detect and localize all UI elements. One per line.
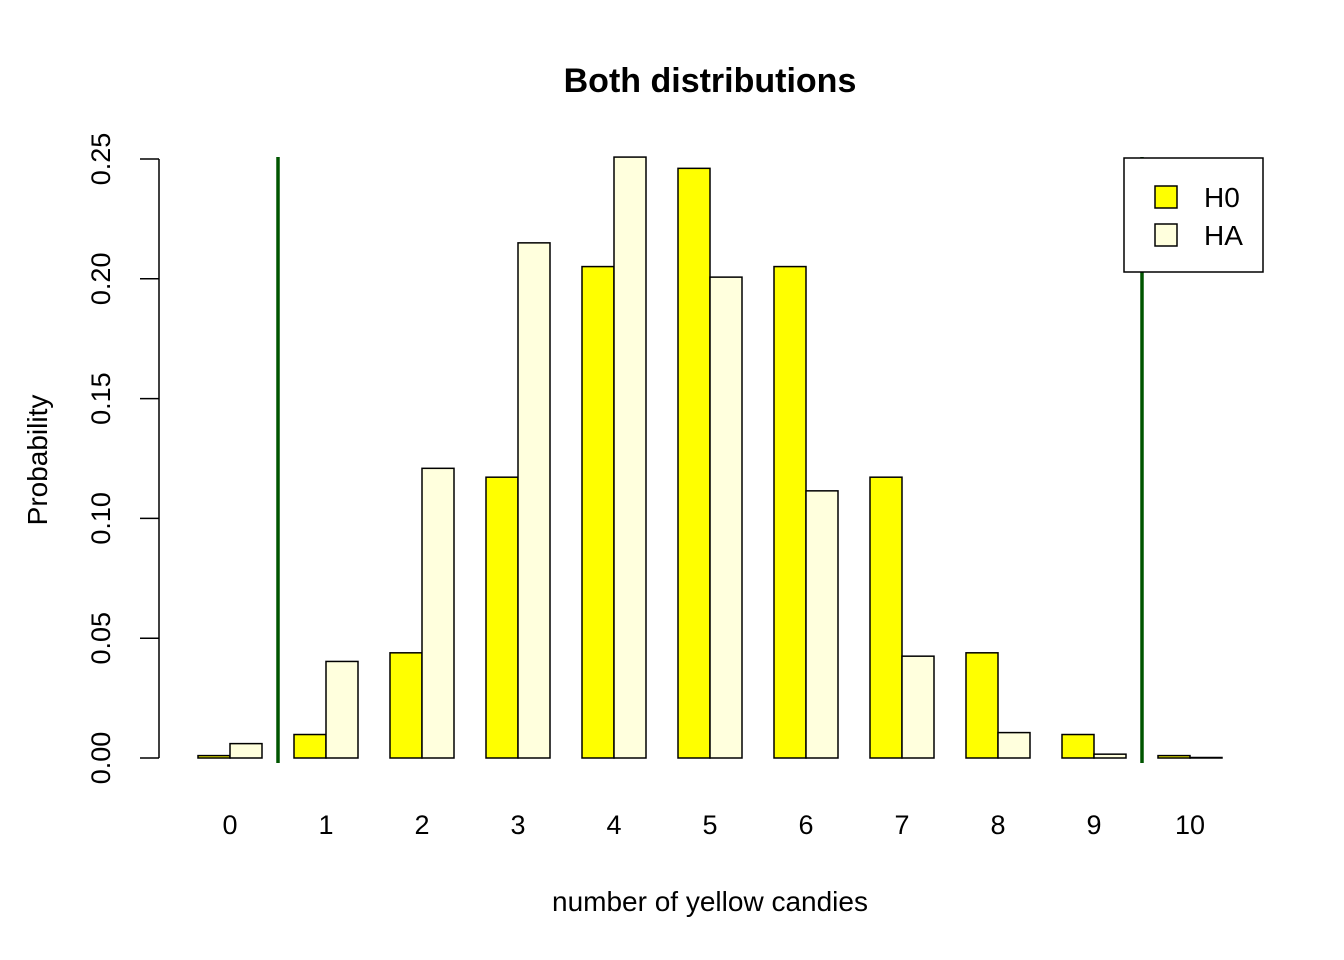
bars — [197, 156, 1223, 759]
bar-ha-10 — [1189, 756, 1223, 759]
x-tick-label: 0 — [222, 810, 237, 840]
bar-ha-7 — [901, 655, 935, 759]
x-tick-label: 3 — [510, 810, 525, 840]
bar-ha-8 — [997, 731, 1031, 759]
y-tick-label: 0.15 — [86, 372, 116, 425]
x-tick-label: 2 — [414, 810, 429, 840]
bar-h0-5 — [677, 167, 711, 759]
y-tick-label: 0.05 — [86, 612, 116, 665]
x-tick-label: 4 — [606, 810, 621, 840]
x-axis-label: number of yellow candies — [552, 886, 868, 917]
legend-label-ha: HA — [1204, 220, 1243, 251]
legend-label-h0: H0 — [1204, 182, 1240, 213]
y-tick-label: 0.00 — [86, 732, 116, 785]
legend-swatch-h0 — [1154, 185, 1178, 209]
bar-h0-4 — [581, 265, 615, 759]
bar-ha-6 — [805, 490, 839, 759]
x-tick-label: 7 — [894, 810, 909, 840]
x-tick-label: 1 — [318, 810, 333, 840]
x-tick-label: 5 — [702, 810, 717, 840]
bar-ha-5 — [709, 276, 743, 759]
x-tick-label: 8 — [990, 810, 1005, 840]
legend-box — [1123, 157, 1264, 273]
x-tick-label: 6 — [798, 810, 813, 840]
x-tick-label: 10 — [1175, 810, 1205, 840]
chart-title: Both distributions — [564, 62, 857, 100]
bar-h0-0 — [197, 754, 231, 759]
bar-h0-1 — [293, 733, 327, 759]
bar-ha-4 — [613, 156, 647, 759]
bar-h0-10 — [1157, 754, 1191, 759]
bar-h0-3 — [485, 476, 519, 759]
y-axis-label: Probability — [22, 395, 53, 526]
bar-ha-2 — [421, 467, 455, 759]
y-tick-label: 0.10 — [86, 492, 116, 545]
bar-ha-1 — [325, 660, 359, 759]
y-axis: 0.00 0.05 0.10 0.15 0.20 0.25 — [86, 133, 160, 785]
bar-h0-6 — [773, 265, 807, 759]
bar-h0-8 — [965, 652, 999, 759]
x-tick-label: 9 — [1086, 810, 1101, 840]
bar-h0-2 — [389, 652, 423, 759]
bar-ha-3 — [517, 242, 551, 759]
bar-h0-7 — [869, 476, 903, 759]
bar-h0-9 — [1061, 733, 1095, 759]
x-tick-labels: 0 1 2 3 4 5 6 7 8 9 10 — [222, 810, 1205, 840]
bar-ha-9 — [1093, 753, 1127, 759]
legend-swatch-ha — [1154, 223, 1178, 247]
bar-ha-0 — [229, 742, 263, 759]
legend: H0 HA — [1123, 157, 1264, 273]
y-tick-label: 0.25 — [86, 133, 116, 186]
y-tick-label: 0.20 — [86, 253, 116, 306]
